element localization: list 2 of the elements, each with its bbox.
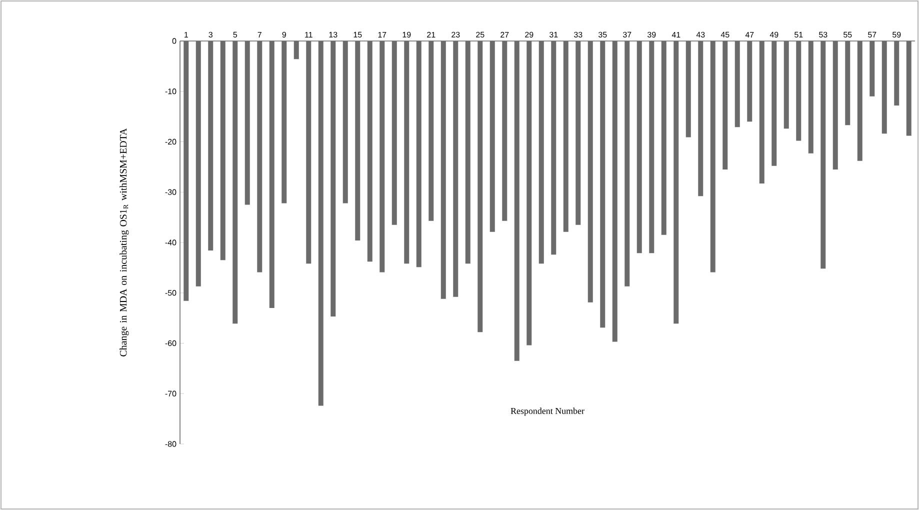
- y-axis-title: Change in MDA on incubating OS1$_{R}$ withMSM+EDTA: [120, 128, 129, 356]
- x-axis-title: Respondent Number: [510, 408, 584, 416]
